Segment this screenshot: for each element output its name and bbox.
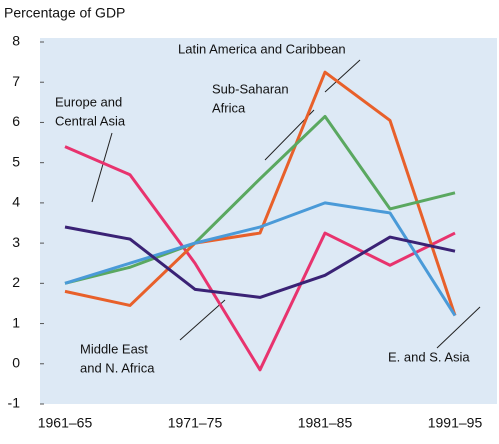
x-tick-label: 1961–65 — [38, 415, 93, 431]
series-line — [64, 114, 456, 285]
leader-line — [91, 132, 113, 203]
x-tick-label: 1971–75 — [168, 415, 223, 431]
annotation: Africa — [212, 100, 246, 115]
annotation: Latin America and Caribbean — [178, 41, 346, 56]
chart-title: Percentage of GDP — [4, 5, 125, 21]
x-tick-label: 1981–85 — [298, 415, 353, 431]
y-tick-label: 2 — [12, 274, 20, 290]
annotation: Middle East — [80, 341, 148, 356]
series-line — [64, 145, 456, 372]
y-tick-label: 3 — [12, 234, 20, 250]
y-tick-label: 5 — [12, 153, 20, 169]
y-tick-label: 7 — [12, 73, 20, 89]
y-tick-label: 8 — [12, 33, 20, 49]
series-line — [64, 70, 457, 316]
leader-line — [436, 306, 481, 349]
x-tick-label: 1991–95 — [428, 415, 483, 431]
leader-line — [179, 299, 226, 341]
series-line — [64, 225, 456, 299]
y-tick-label: 0 — [12, 354, 20, 370]
annotation: Central Asia — [55, 113, 126, 128]
annotation: Sub-Saharan — [212, 81, 289, 96]
leader-line — [324, 59, 361, 93]
y-tick-label: -1 — [8, 395, 21, 411]
annotation: and N. Africa — [80, 360, 155, 375]
y-tick-label: 6 — [12, 113, 20, 129]
y-tick-label: 4 — [12, 194, 20, 210]
plot-area — [40, 38, 497, 404]
y-tick-label: 1 — [12, 314, 20, 330]
series-line — [64, 201, 457, 317]
annotation: Europe and — [55, 94, 122, 109]
annotation: E. and S. Asia — [388, 349, 470, 364]
